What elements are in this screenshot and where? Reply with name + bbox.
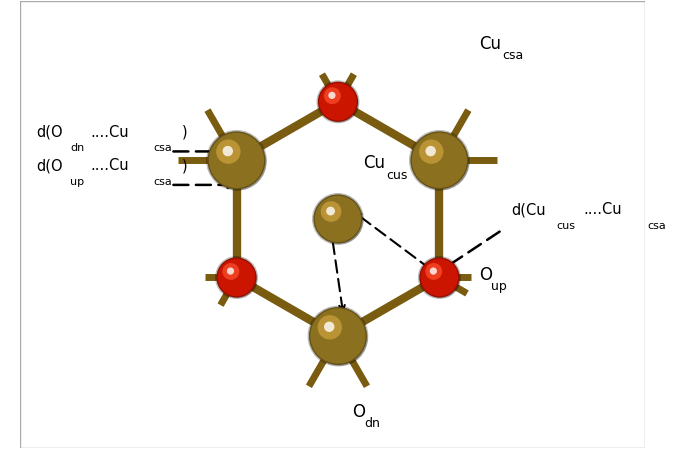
Circle shape — [313, 311, 368, 366]
Circle shape — [223, 146, 233, 156]
Text: d(Cu: d(Cu — [511, 202, 545, 217]
Text: ....Cu: ....Cu — [90, 125, 129, 140]
Circle shape — [419, 257, 460, 298]
Text: csa: csa — [647, 220, 666, 231]
Text: cus: cus — [386, 169, 408, 182]
Circle shape — [430, 268, 437, 275]
Circle shape — [317, 198, 363, 244]
Circle shape — [227, 268, 234, 275]
Circle shape — [313, 194, 362, 243]
Text: ): ) — [182, 158, 188, 173]
Circle shape — [318, 82, 358, 122]
Text: dn: dn — [364, 418, 380, 431]
Text: csa: csa — [154, 176, 173, 186]
Circle shape — [223, 263, 240, 280]
Text: csa: csa — [154, 143, 173, 153]
Circle shape — [414, 135, 469, 190]
Circle shape — [326, 207, 335, 216]
Circle shape — [419, 140, 443, 164]
Circle shape — [328, 92, 335, 99]
Text: up: up — [491, 280, 507, 293]
Text: O: O — [480, 266, 493, 284]
Circle shape — [321, 84, 358, 123]
Circle shape — [211, 135, 267, 190]
Circle shape — [422, 260, 460, 298]
Circle shape — [318, 315, 342, 339]
Text: dn: dn — [70, 143, 84, 153]
Circle shape — [324, 321, 334, 332]
Circle shape — [425, 146, 436, 156]
Circle shape — [324, 88, 341, 104]
Circle shape — [216, 140, 240, 164]
Text: cus: cus — [557, 220, 576, 231]
Circle shape — [321, 201, 342, 222]
Text: ): ) — [182, 125, 188, 140]
Circle shape — [219, 260, 257, 298]
Circle shape — [217, 257, 256, 298]
Text: d(O: d(O — [36, 125, 63, 140]
Text: d(O: d(O — [36, 158, 63, 173]
Circle shape — [410, 132, 468, 189]
Text: Cu: Cu — [480, 35, 502, 53]
Circle shape — [425, 263, 442, 280]
Text: ....Cu: ....Cu — [583, 202, 622, 217]
Text: up: up — [70, 176, 84, 186]
Text: Cu: Cu — [364, 154, 385, 172]
Circle shape — [207, 132, 265, 189]
Circle shape — [309, 307, 367, 365]
Text: O: O — [352, 403, 365, 421]
Text: ....Cu: ....Cu — [90, 158, 129, 173]
Text: csa: csa — [502, 49, 523, 62]
